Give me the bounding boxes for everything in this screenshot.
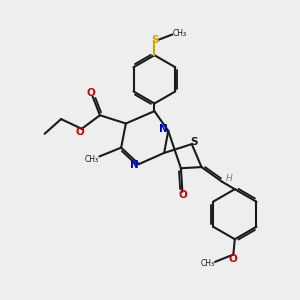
Text: S: S [190, 137, 198, 147]
Text: O: O [76, 127, 85, 137]
Text: O: O [229, 254, 238, 264]
Text: O: O [87, 88, 95, 98]
Text: CH₃: CH₃ [85, 155, 99, 164]
Text: S: S [151, 35, 159, 45]
Text: H: H [226, 174, 232, 183]
Text: CH₃: CH₃ [201, 259, 215, 268]
Text: CH₃: CH₃ [173, 28, 187, 38]
Text: N: N [160, 124, 168, 134]
Text: O: O [178, 190, 187, 200]
Text: N: N [130, 160, 139, 170]
